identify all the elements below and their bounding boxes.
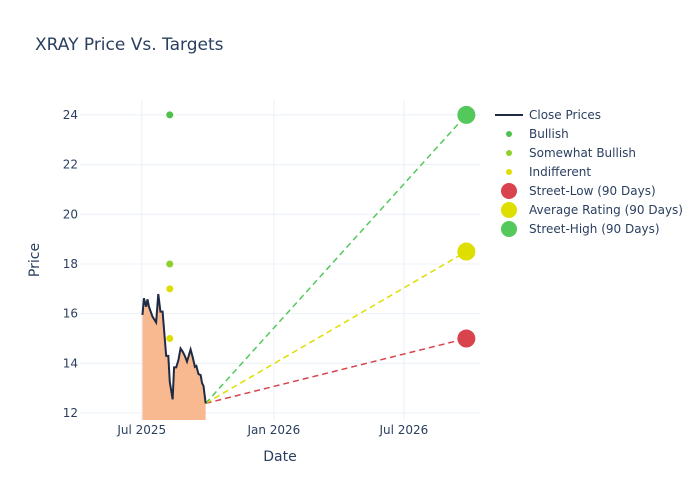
axis-ticks: 12 14 16 18 20 22 24 Jul 2025 Jan 2026 Jul 2026 <box>63 108 429 437</box>
y-tick-label: 12 <box>63 406 78 420</box>
rating-point <box>166 285 174 293</box>
legend-marker-swatch <box>506 169 512 175</box>
rating-point <box>166 111 174 119</box>
legend-marker-swatch <box>501 221 517 237</box>
legend-label: Close Prices <box>529 108 601 122</box>
legend-marker-swatch <box>501 183 517 199</box>
target-lines <box>205 114 467 405</box>
rating-points <box>166 105 476 348</box>
x-axis-label: Date <box>263 449 296 465</box>
rating-point <box>166 260 174 268</box>
y-tick-label: 16 <box>63 307 78 321</box>
x-tick-label: Jul 2026 <box>378 423 428 437</box>
legend-label: Street-Low (90 Days) <box>529 184 656 198</box>
legend-marker-swatch <box>501 202 517 218</box>
target-marker <box>457 329 476 348</box>
legend-item[interactable]: Street-Low (90 Days) <box>501 183 656 199</box>
legend-label: Bullish <box>529 127 569 141</box>
legend-item[interactable]: Somewhat Bullish <box>506 146 636 160</box>
target-line <box>205 337 467 405</box>
x-tick-label: Jan 2026 <box>246 423 300 437</box>
y-axis-label: Price <box>27 243 43 277</box>
y-tick-label: 24 <box>63 108 78 122</box>
target-marker <box>457 105 476 124</box>
y-tick-label: 20 <box>63 207 78 221</box>
legend-item[interactable]: Street-High (90 Days) <box>501 221 660 237</box>
y-tick-label: 22 <box>63 158 78 172</box>
legend-label: Indifferent <box>529 165 591 179</box>
close-area <box>142 294 206 420</box>
legend-label: Average Rating (90 Days) <box>529 203 683 217</box>
y-tick-label: 14 <box>63 356 78 370</box>
chart-title: XRAY Price Vs. Targets <box>35 35 224 55</box>
legend[interactable]: Close Prices Bullish Somewhat Bullish Indif… <box>495 108 683 237</box>
legend-item[interactable]: Average Rating (90 Days) <box>501 202 683 218</box>
close-price-area <box>142 294 206 420</box>
y-tick-label: 18 <box>63 257 78 271</box>
target-line <box>205 250 467 405</box>
gridlines <box>80 100 480 420</box>
legend-item[interactable]: Bullish <box>506 127 569 141</box>
legend-item[interactable]: Indifferent <box>506 165 591 179</box>
legend-marker-swatch <box>506 131 512 137</box>
target-line <box>205 114 467 404</box>
legend-label: Street-High (90 Days) <box>529 222 660 236</box>
target-marker <box>457 242 476 261</box>
rating-point <box>166 335 174 343</box>
legend-item[interactable]: Close Prices <box>495 108 601 122</box>
close-line <box>141 293 207 404</box>
x-tick-label: Jul 2025 <box>116 423 166 437</box>
legend-label: Somewhat Bullish <box>529 146 636 160</box>
legend-marker-swatch <box>506 150 512 156</box>
close-price-line <box>141 293 207 404</box>
